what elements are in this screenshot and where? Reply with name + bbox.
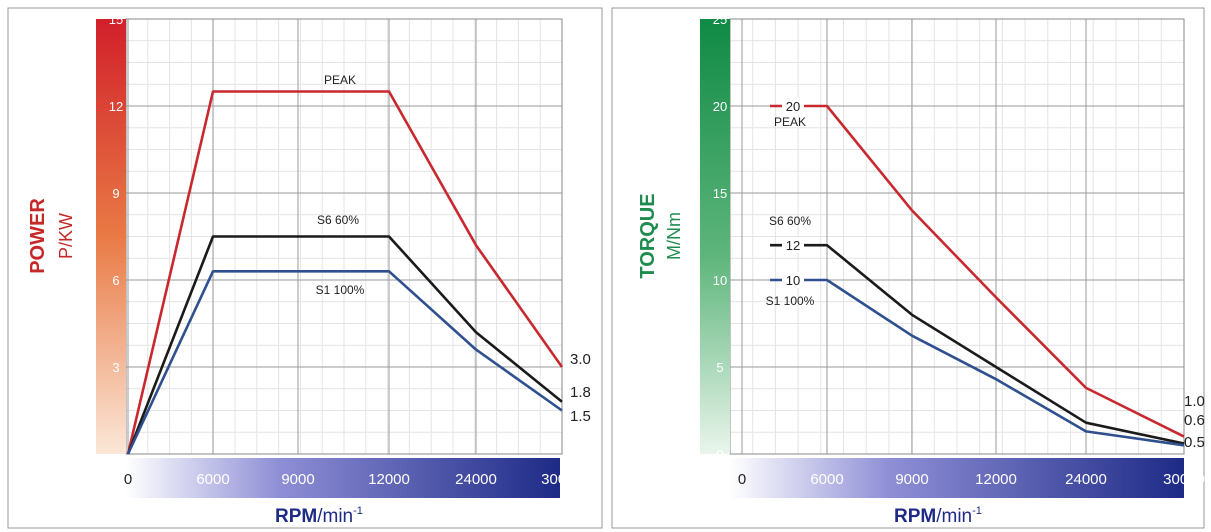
y-tick-label: 6 bbox=[112, 273, 119, 288]
x-tick-label: 24000 bbox=[1065, 471, 1107, 488]
y-axis-color-bar bbox=[700, 19, 730, 454]
start-value-bg bbox=[782, 237, 804, 254]
y-tick-label: 12 bbox=[109, 99, 123, 114]
start-value-label: 12 bbox=[786, 238, 800, 253]
x-axis-title-main: RPM bbox=[275, 506, 317, 527]
start-value-label: 20 bbox=[786, 99, 800, 114]
series-line-1 bbox=[126, 90, 564, 455]
series-line-2 bbox=[126, 235, 563, 455]
y-tick-label: 10 bbox=[713, 273, 727, 288]
x-tick-label: 0 bbox=[124, 471, 132, 488]
series-label: PEAK bbox=[774, 115, 806, 129]
x-tick-label: 30000 bbox=[1163, 471, 1205, 488]
series-label: S1 100% bbox=[766, 294, 815, 308]
y-axis-title: POWER bbox=[27, 198, 49, 274]
end-value-label: 1.0 bbox=[1184, 393, 1205, 410]
end-value-label: 3.0 bbox=[570, 351, 591, 368]
chart-panel-1: 3 6 9 12 15 POWER P/KW 0 6000 9000 12000 24000 30000… bbox=[7, 7, 603, 529]
end-value-label: 1.8 bbox=[570, 384, 591, 401]
start-value-bg bbox=[782, 98, 804, 114]
y-tick-label: 3 bbox=[112, 360, 119, 375]
x-axis-title-main: RPM bbox=[894, 506, 936, 527]
x-axis-color-band bbox=[730, 458, 1184, 498]
y-axis-color-bar bbox=[96, 19, 126, 454]
y-axis-unit: P/KW bbox=[56, 213, 76, 259]
start-value-label: 10 bbox=[786, 273, 800, 288]
series-line-1 bbox=[770, 104, 1185, 438]
x-axis-title-superscript: -1 bbox=[353, 505, 363, 517]
series-label: PEAK bbox=[324, 73, 356, 87]
x-tick-label: 12000 bbox=[975, 471, 1017, 488]
y-axis-unit: M/Nm bbox=[664, 212, 684, 260]
series-line-2 bbox=[770, 243, 1185, 445]
x-axis-title: RPM/min-1 bbox=[275, 505, 363, 527]
x-tick-label: 12000 bbox=[368, 471, 410, 488]
x-tick-label: 6000 bbox=[810, 471, 843, 488]
x-axis-title: RPM/min-1 bbox=[894, 505, 982, 527]
series-line-3 bbox=[770, 278, 1185, 447]
y-tick-label: 15 bbox=[109, 12, 123, 27]
end-value-label: 0.5 bbox=[1184, 434, 1205, 451]
x-tick-label: 0 bbox=[738, 471, 746, 488]
y-tick-label: 9 bbox=[112, 186, 119, 201]
end-value-label: 1.5 bbox=[570, 408, 591, 425]
x-tick-label: 24000 bbox=[455, 471, 497, 488]
y-tick-label: 0 bbox=[716, 447, 723, 462]
y-tick-label: 5 bbox=[716, 360, 723, 375]
x-axis-color-band bbox=[126, 458, 560, 498]
x-axis-title-superscript: -1 bbox=[972, 505, 982, 517]
series-line-3 bbox=[126, 269, 563, 455]
x-axis-title-unit: /min bbox=[936, 506, 972, 527]
x-tick-label: 9000 bbox=[281, 471, 314, 488]
end-value-label: 0.6 bbox=[1184, 412, 1205, 429]
start-value-bg bbox=[782, 272, 804, 288]
grid bbox=[729, 18, 1185, 455]
y-tick-label: 25 bbox=[713, 12, 727, 27]
chart-panel-2: 0 5 10 15 20 25 TORQUE M/Nm 0 6000 9000 12000 24000 3… bbox=[611, 7, 1205, 529]
y-tick-label: 15 bbox=[713, 186, 727, 201]
x-axis-title-unit: /min bbox=[317, 506, 353, 527]
y-axis-title: TORQUE bbox=[637, 193, 659, 278]
y-tick-label: 20 bbox=[713, 99, 727, 114]
x-tick-label: 30000 bbox=[541, 471, 583, 488]
series-label: S6 60% bbox=[769, 214, 811, 228]
series-label: S6 60% bbox=[317, 213, 359, 227]
x-tick-label: 6000 bbox=[196, 471, 229, 488]
series-label: S1 100% bbox=[316, 283, 365, 297]
x-tick-label: 9000 bbox=[895, 471, 928, 488]
